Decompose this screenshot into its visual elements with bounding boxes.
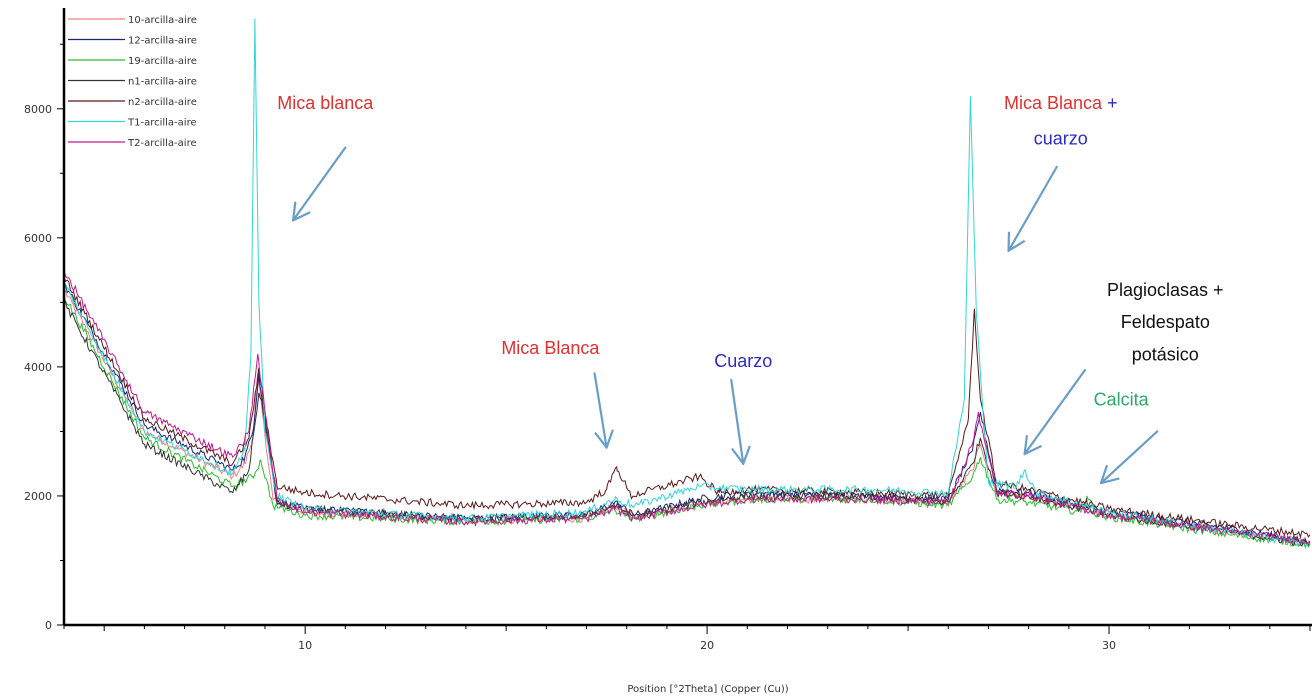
x-tick-label: 30 — [1102, 639, 1116, 652]
annotation-arrow — [292, 146, 347, 222]
annotation-label: Feldespato — [1121, 312, 1210, 332]
y-tick-label: 8000 — [24, 103, 52, 116]
annotation-arrow — [1023, 369, 1087, 456]
x-axis-title: Position [°2Theta] (Copper (Cu)) — [627, 684, 788, 695]
legend-label: T1-arcilla-aire — [127, 118, 197, 129]
series-layer — [63, 18, 1311, 549]
legend-label: 12-arcilla-aire — [128, 36, 197, 47]
annotation-arrow — [593, 372, 614, 449]
series-line-n2-arcilla-aire — [63, 276, 1311, 539]
series-line-12-arcilla-aire — [63, 282, 1311, 547]
x-tick-label: 20 — [700, 639, 714, 652]
x-tick-label: 10 — [298, 639, 312, 652]
annotation-label: Mica Blanca + — [1004, 93, 1118, 113]
annotation-arrow — [730, 378, 751, 465]
legend-label: n2-arcilla-aire — [128, 97, 197, 108]
series-line-T1-arcilla-aire — [63, 18, 1311, 547]
annotation-label: Mica Blanca — [501, 338, 600, 358]
annotation-label: Plagioclasas + — [1107, 280, 1224, 300]
annotation-arrow — [1007, 165, 1058, 252]
annotation-label: Mica blanca — [277, 93, 374, 113]
annotation-arrow — [1099, 430, 1159, 485]
annotation-label: Calcita — [1094, 390, 1150, 410]
legend: 10-arcilla-aire 12-arcilla-aire 19-arcilla… — [68, 15, 197, 149]
legend-label: 10-arcilla-aire — [128, 15, 197, 26]
annotation-label: Cuarzo — [714, 351, 772, 371]
legend-label: n1-arcilla-aire — [128, 77, 197, 88]
y-tick-label: 0 — [45, 619, 52, 632]
axes: 10 20 30 0 2000 4000 6000 8000 — [24, 8, 1312, 652]
annotations: Mica blanca Mica Blanca + cuarzo Mica Blanc… — [277, 93, 1224, 485]
legend-label: 19-arcilla-aire — [128, 56, 197, 67]
y-tick-label: 6000 — [24, 232, 52, 245]
y-tick-label: 4000 — [24, 361, 52, 374]
annotation-label: potásico — [1132, 344, 1199, 364]
series-line-T2-arcilla-aire — [63, 269, 1311, 544]
legend-label: T2-arcilla-aire — [127, 138, 197, 149]
y-tick-label: 2000 — [24, 490, 52, 503]
annotation-label: cuarzo — [1034, 128, 1088, 148]
